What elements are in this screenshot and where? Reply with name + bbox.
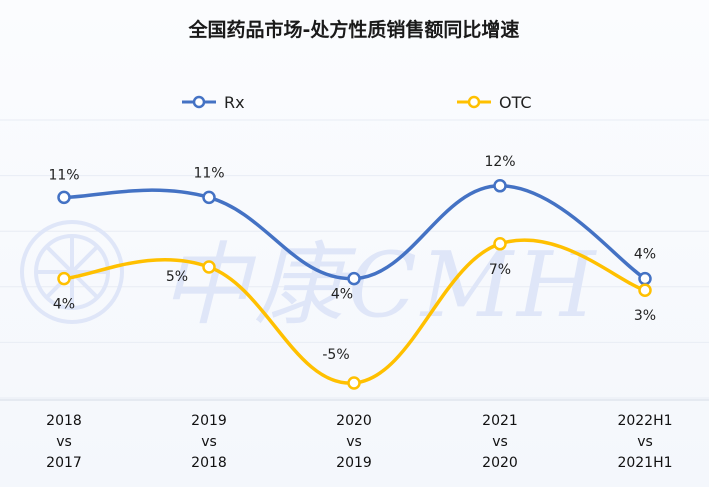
data-label-rx-2: 4%	[331, 287, 353, 303]
x-tick-3-line-2: 2020	[482, 455, 518, 471]
x-tick-1-line-2: 2018	[191, 455, 227, 471]
x-tick-1-line-0: 2019	[191, 413, 227, 429]
data-label-otc-1: 5%	[166, 269, 188, 285]
x-tick-0-line-2: 2017	[46, 455, 82, 471]
data-label-otc-0: 4%	[53, 297, 75, 313]
x-axis-ticks: 2018 vs 2017 2019 vs 2018 2020 vs 2019 2021 vs 2020…	[46, 413, 672, 471]
legend-label-otc: OTC	[499, 93, 532, 112]
legend-marker-otc	[467, 95, 481, 109]
x-tick-3-line-0: 2021	[482, 413, 518, 429]
point-otc-4	[638, 283, 652, 297]
watermark: 中康CMH	[20, 220, 600, 338]
x-tick-2-line-1: vs	[346, 434, 362, 450]
legend-marker-rx	[192, 95, 206, 109]
point-otc-0	[57, 271, 71, 286]
data-label-otc-3: 7%	[489, 262, 511, 278]
x-tick-4-line-2: 2021H1	[617, 455, 672, 471]
x-tick-4-line-0: 2022H1	[617, 413, 672, 429]
point-rx-4	[638, 271, 652, 286]
point-rx-1	[202, 190, 216, 205]
data-label-rx-3: 12%	[484, 154, 515, 170]
watermark-emblem-icon	[20, 220, 124, 324]
point-otc-2	[347, 376, 361, 390]
chart-title: 全国药品市场-处方性质销售额同比增速	[188, 18, 520, 41]
x-tick-2-line-0: 2020	[336, 413, 372, 429]
x-tick-0-line-1: vs	[56, 434, 72, 450]
watermark-text: 中康CMH	[160, 233, 600, 338]
legend-label-rx: Rx	[224, 93, 245, 112]
data-label-rx-1: 11%	[193, 165, 224, 181]
x-tick-4-line-1: vs	[637, 434, 653, 450]
data-label-otc-4: 3%	[634, 308, 656, 324]
x-tick-0-line-0: 2018	[46, 413, 82, 429]
data-label-otc-2: -5%	[322, 347, 349, 363]
legend: Rx OTC	[182, 93, 532, 112]
point-rx-3	[493, 179, 507, 193]
x-tick-3-line-1: vs	[492, 434, 508, 450]
data-label-rx-0: 11%	[48, 167, 79, 183]
point-otc-3	[493, 237, 507, 251]
series-points	[57, 179, 652, 390]
data-labels: 11% 11% 4% 12% 4% 4% 5% -5% 7% 3%	[48, 154, 656, 363]
data-label-rx-4: 4%	[634, 247, 656, 263]
x-tick-2-line-2: 2019	[336, 455, 372, 471]
point-rx-0	[57, 190, 71, 205]
x-tick-1-line-1: vs	[201, 434, 217, 450]
point-otc-1	[202, 260, 216, 274]
point-rx-2	[347, 271, 361, 286]
